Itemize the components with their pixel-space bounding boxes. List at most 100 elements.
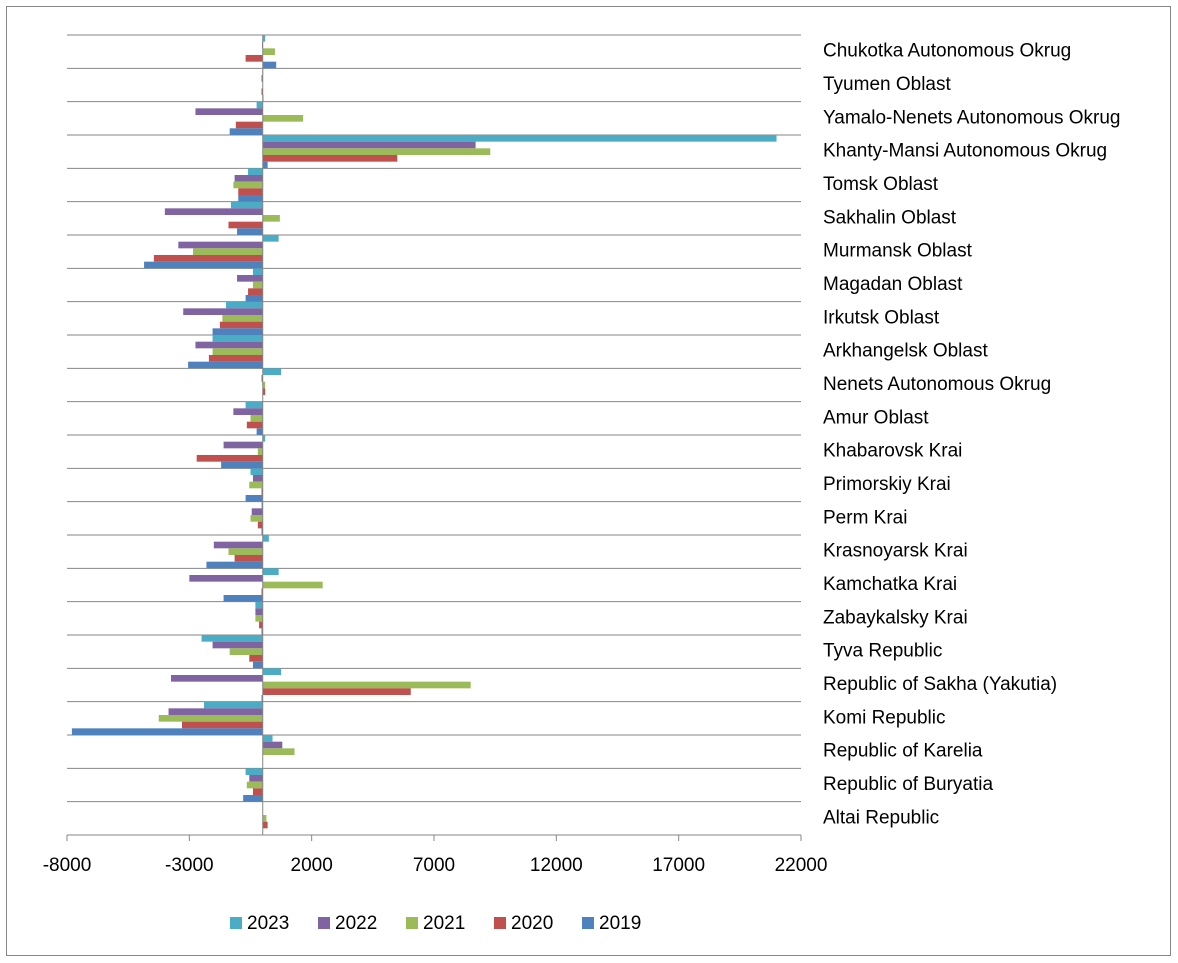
- bar: [228, 221, 263, 229]
- bar: [249, 655, 263, 662]
- bar: [245, 295, 263, 302]
- bar: [262, 748, 295, 755]
- legend-label: 2020: [511, 913, 553, 934]
- y-tick-label: Yamalo-Nenets Autonomous Okrug: [823, 107, 1120, 128]
- y-tick-label: Tyumen Oblast: [823, 74, 951, 95]
- bar: [252, 281, 263, 289]
- bar: [262, 435, 266, 442]
- bar: [195, 341, 263, 349]
- bar: [234, 175, 263, 182]
- bar: [261, 488, 263, 495]
- bar: [250, 415, 263, 422]
- bar: [262, 155, 398, 162]
- bar: [245, 495, 263, 502]
- bar: [250, 515, 263, 522]
- bar: [262, 35, 266, 42]
- bar: [261, 528, 263, 535]
- bar: [262, 381, 266, 389]
- y-tick-label: Republic of Buryatia: [823, 774, 993, 795]
- bar: [252, 268, 263, 275]
- bar: [168, 708, 263, 715]
- bar: [223, 441, 263, 449]
- legend-swatch: [230, 917, 242, 929]
- bar: [183, 308, 263, 315]
- bar: [237, 275, 263, 282]
- bar: [178, 241, 263, 249]
- bar: [262, 581, 323, 589]
- bar: [164, 208, 263, 215]
- bar: [188, 361, 263, 369]
- y-tick-label: Republic of Karelia: [823, 741, 983, 762]
- bar: [250, 468, 263, 475]
- bar: [189, 575, 263, 582]
- x-tick-label: 22000: [775, 855, 828, 876]
- y-tick-label: Irkutsk Oblast: [823, 307, 940, 328]
- bar: [251, 508, 263, 515]
- bar: [256, 428, 263, 435]
- legend-label: 2021: [423, 913, 465, 934]
- y-tick-label: Primorskiy Krai: [823, 474, 951, 495]
- bar: [248, 168, 263, 175]
- y-tick-label: Khabarovsk Krai: [823, 441, 962, 462]
- bar: [261, 375, 263, 382]
- bar: [262, 668, 282, 675]
- bar: [234, 555, 263, 562]
- bar: [213, 541, 263, 549]
- bar: [230, 201, 263, 209]
- bar: [221, 461, 263, 469]
- bar: [262, 148, 491, 155]
- bar: [243, 795, 263, 802]
- y-tick-label: Chukotka Autonomous Okrug: [823, 41, 1071, 62]
- bar: [245, 768, 263, 775]
- bar: [261, 628, 263, 635]
- y-tick-label: Murmansk Oblast: [823, 241, 973, 262]
- bar: [262, 235, 279, 242]
- bar: [255, 608, 263, 615]
- bar: [219, 321, 263, 329]
- bar: [262, 535, 269, 542]
- legend-swatch: [406, 917, 418, 929]
- bar: [262, 681, 471, 689]
- bar: [252, 661, 263, 669]
- y-tick-label: Republic of Sakha (Yakutia): [823, 674, 1057, 695]
- bar: [71, 728, 263, 735]
- bar: [246, 781, 263, 789]
- bar: [262, 821, 268, 829]
- bar: [153, 255, 263, 262]
- y-tick-label: Krasnoyarsk Krai: [823, 541, 968, 562]
- y-tick-label: Nenets Autonomous Okrug: [823, 374, 1051, 395]
- bar: [245, 401, 263, 409]
- bar: [262, 815, 267, 822]
- bar: [261, 695, 263, 702]
- bar: [252, 788, 263, 795]
- y-tick-label: Altai Republic: [823, 807, 939, 828]
- y-tick-label: Zabaykalsky Krai: [823, 607, 968, 628]
- bar: [233, 408, 263, 415]
- bar: [262, 135, 777, 142]
- bar: [170, 675, 263, 682]
- bar: [245, 55, 263, 62]
- y-tick-label: Sakhalin Oblast: [823, 207, 957, 228]
- bar: [262, 741, 283, 749]
- x-tick-label: 17000: [652, 855, 705, 876]
- bar: [246, 421, 263, 429]
- bar: [262, 48, 275, 55]
- bar: [262, 688, 411, 695]
- bar: [204, 701, 263, 709]
- bar: [206, 561, 263, 569]
- bar: [196, 455, 263, 462]
- y-tick-label: Perm Krai: [823, 507, 907, 528]
- x-tick-label: 12000: [530, 855, 583, 876]
- x-tick-label: 2000: [291, 855, 333, 876]
- bar: [262, 61, 277, 69]
- bar: [252, 475, 263, 482]
- bar: [238, 188, 263, 195]
- bar: [208, 355, 263, 362]
- bar: [212, 328, 263, 335]
- bar: [262, 141, 476, 149]
- legend-label: 2019: [599, 913, 641, 934]
- bar: [262, 115, 304, 122]
- bar: [261, 501, 263, 509]
- bar: [262, 388, 266, 395]
- bar: [255, 601, 263, 609]
